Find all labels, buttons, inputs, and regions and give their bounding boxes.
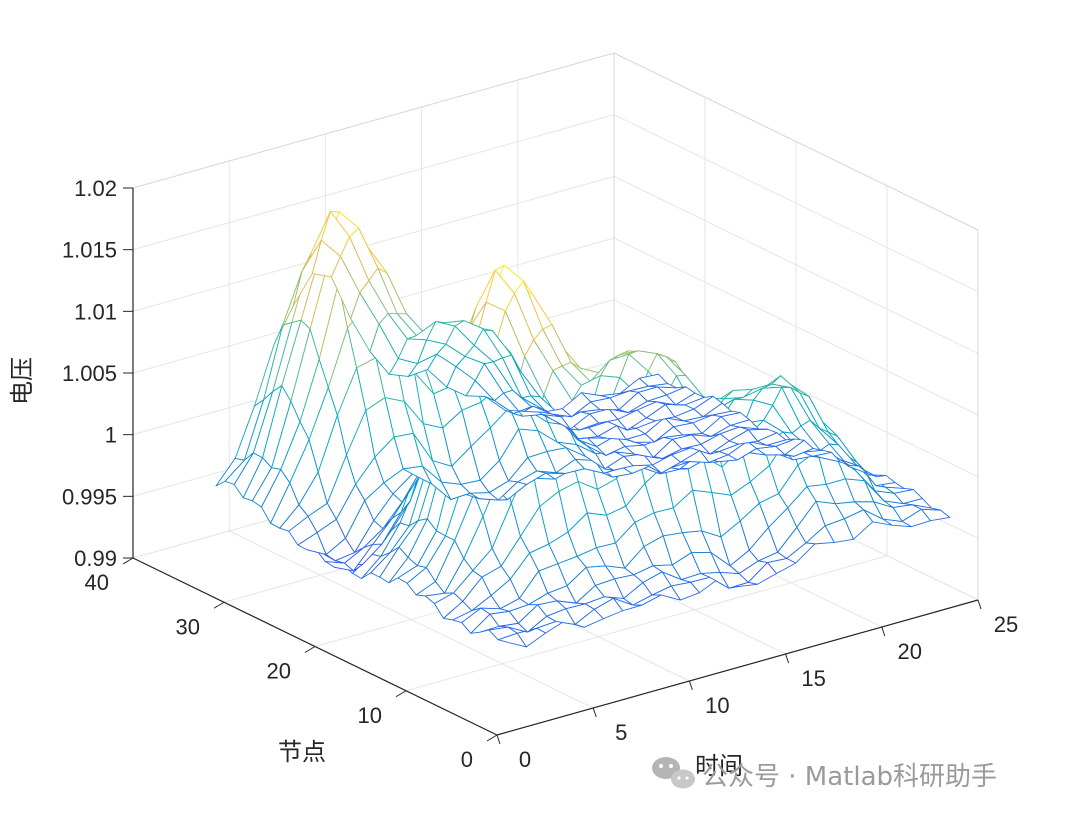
x-tick-label: 10 — [705, 693, 729, 718]
back-wall-grid-z — [132, 114, 615, 251]
y-tick-mark — [213, 601, 225, 609]
y-tick-mark — [304, 646, 316, 653]
x-axis-line — [496, 599, 979, 736]
x-tick-label: 15 — [801, 666, 825, 691]
y-axis-label: 节点 — [278, 738, 326, 766]
z-tick-label: 1.02 — [74, 176, 117, 201]
y-tick-label: 40 — [85, 570, 109, 595]
y-tick-mark — [395, 690, 407, 698]
back-wall-grid-z — [132, 175, 615, 312]
surface-cell — [215, 457, 245, 487]
wechat-icon — [652, 757, 695, 789]
y-tick-label: 20 — [267, 659, 291, 684]
z-tick-label: 0.995 — [62, 484, 117, 509]
z-tick-label: 0.99 — [74, 546, 117, 571]
side-wall-grid-z — [613, 237, 979, 416]
x-tick-mark — [592, 707, 597, 718]
box-edge — [613, 52, 979, 231]
watermark: 公众号 · Matlab科研助手 — [652, 757, 997, 792]
z-tick-label: 1.005 — [62, 361, 117, 386]
y-tick-mark — [486, 734, 498, 742]
side-wall-grid-z — [613, 175, 979, 354]
z-tick-label: 1.01 — [74, 299, 117, 324]
tick-labels: 0 5 10 15 20 25 0 10 20 30 400.99 0.995 1 1.005 1.01 1.… — [62, 176, 1018, 772]
floor-grid-y — [405, 555, 888, 692]
watermark-text: 公众号 · Matlab科研助手 — [702, 762, 997, 792]
y-tick-label: 0 — [461, 747, 473, 772]
x-tick-mark — [977, 599, 982, 610]
side-wall-grid-z — [613, 114, 979, 293]
x-tick-mark — [688, 680, 693, 691]
x-tick-mark — [496, 734, 501, 745]
x-tick-label: 20 — [898, 639, 922, 664]
z-tick-label: 1.015 — [62, 238, 117, 263]
x-tick-mark — [881, 626, 886, 637]
x-axis-label: 时间 — [695, 752, 743, 780]
x-tick-label: 5 — [615, 720, 627, 745]
x-tick-label: 25 — [994, 612, 1018, 637]
y-tick-label: 10 — [358, 703, 382, 728]
y-tick-mark — [122, 557, 134, 565]
x-tick-label: 0 — [519, 747, 531, 772]
surface-mesh — [215, 211, 951, 648]
x-tick-mark — [785, 653, 790, 664]
z-tick-label: 1 — [105, 423, 117, 448]
box-edge — [132, 52, 615, 189]
y-tick-label: 30 — [176, 614, 200, 639]
z-axis-label: 电压 — [8, 357, 36, 405]
